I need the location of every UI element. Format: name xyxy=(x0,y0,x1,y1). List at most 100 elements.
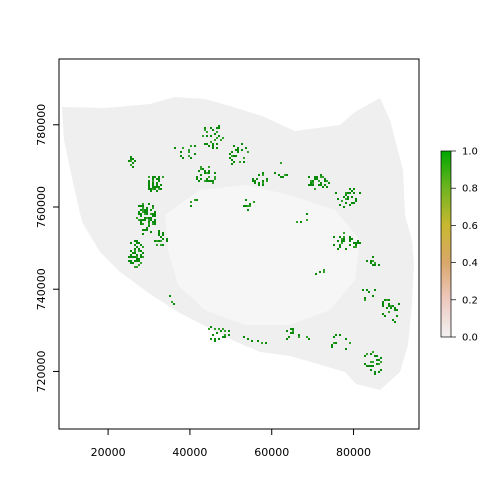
presence-pixel xyxy=(208,180,210,182)
presence-pixel xyxy=(319,271,321,273)
presence-pixel xyxy=(252,180,254,182)
presence-pixel xyxy=(364,363,366,365)
presence-pixel xyxy=(370,369,372,371)
presence-pixel xyxy=(333,244,335,246)
presence-pixel xyxy=(138,213,140,215)
presence-pixel xyxy=(144,219,146,221)
presence-pixel xyxy=(284,174,286,176)
presence-pixel xyxy=(378,371,380,373)
presence-pixel xyxy=(166,238,168,240)
presence-pixel xyxy=(396,315,398,317)
presence-pixel xyxy=(146,211,148,213)
presence-pixel xyxy=(152,213,154,215)
presence-pixel xyxy=(136,246,138,248)
legend-colorbar xyxy=(440,150,452,338)
presence-pixel xyxy=(154,223,156,225)
presence-pixel xyxy=(162,244,164,246)
presence-pixel xyxy=(376,355,378,357)
presence-pixel xyxy=(212,145,214,147)
presence-pixel xyxy=(368,365,370,367)
presence-pixel xyxy=(335,342,337,344)
presence-pixel xyxy=(331,346,333,348)
presence-pixel xyxy=(374,264,376,266)
presence-pixel xyxy=(144,229,146,231)
presence-pixel xyxy=(142,203,144,205)
presence-pixel xyxy=(390,307,392,309)
presence-pixel xyxy=(200,178,202,180)
presence-pixel xyxy=(262,182,264,184)
presence-pixel xyxy=(152,188,154,190)
presence-pixel xyxy=(241,143,243,145)
presence-pixel xyxy=(158,230,160,232)
legend-tick-label: 1.0 xyxy=(462,147,478,158)
presence-pixel xyxy=(392,305,394,307)
legend-tick-label: 0.8 xyxy=(462,184,478,195)
presence-pixel xyxy=(134,244,136,246)
presence-pixel xyxy=(370,262,372,264)
presence-pixel xyxy=(347,196,349,198)
presence-pixel xyxy=(130,158,132,160)
presence-pixel xyxy=(214,338,216,340)
presence-pixel xyxy=(130,242,132,244)
presence-pixel xyxy=(320,182,322,184)
presence-pixel xyxy=(366,365,368,367)
presence-pixel xyxy=(394,309,396,311)
presence-pixel xyxy=(150,219,152,221)
presence-pixel xyxy=(142,219,144,221)
presence-pixel xyxy=(254,180,256,182)
presence-pixel xyxy=(372,351,374,353)
presence-pixel xyxy=(146,209,148,211)
presence-pixel xyxy=(323,271,325,273)
presence-pixel xyxy=(158,178,160,180)
presence-pixel xyxy=(212,182,214,184)
presence-pixel xyxy=(214,178,216,180)
presence-pixel xyxy=(343,236,345,238)
presence-pixel xyxy=(132,158,134,160)
presence-pixel xyxy=(318,180,320,182)
presence-pixel xyxy=(312,182,314,184)
presence-pixel xyxy=(339,244,341,246)
presence-pixel xyxy=(158,186,160,188)
presence-pixel xyxy=(128,256,130,258)
presence-pixel xyxy=(320,174,322,176)
presence-pixel xyxy=(237,151,239,153)
presence-pixel xyxy=(156,186,158,188)
presence-pixel xyxy=(152,186,154,188)
presence-pixel xyxy=(138,258,140,260)
presence-pixel xyxy=(229,153,231,155)
presence-pixel xyxy=(237,147,239,149)
presence-pixel xyxy=(315,273,317,275)
presence-pixel xyxy=(136,260,138,262)
presence-pixel xyxy=(136,266,138,268)
presence-pixel xyxy=(372,365,374,367)
presence-pixel xyxy=(144,217,146,219)
presence-pixel xyxy=(224,334,226,336)
presence-pixel xyxy=(362,289,364,291)
presence-pixel xyxy=(136,256,138,258)
presence-pixel xyxy=(228,330,230,332)
presence-pixel xyxy=(220,330,222,332)
presence-pixel xyxy=(154,221,156,223)
x-tick-label: 20000 xyxy=(91,446,126,459)
presence-pixel xyxy=(355,242,357,244)
presence-pixel xyxy=(233,155,235,157)
presence-pixel xyxy=(182,157,184,159)
presence-pixel xyxy=(314,188,316,190)
presence-pixel xyxy=(245,147,247,149)
presence-pixel xyxy=(337,240,339,242)
presence-pixel xyxy=(249,205,251,207)
presence-pixel xyxy=(376,363,378,365)
presence-pixel xyxy=(142,223,144,225)
presence-pixel xyxy=(188,149,190,151)
presence-pixel xyxy=(286,330,288,332)
presence-pixel xyxy=(150,190,152,192)
presence-pixel xyxy=(341,200,343,202)
presence-pixel xyxy=(286,174,288,176)
presence-pixel xyxy=(245,199,247,201)
presence-pixel xyxy=(156,244,158,246)
presence-pixel xyxy=(190,157,192,159)
presence-pixel xyxy=(380,361,382,363)
presence-pixel xyxy=(339,236,341,238)
presence-pixel xyxy=(274,172,276,174)
presence-pixel xyxy=(231,155,233,157)
